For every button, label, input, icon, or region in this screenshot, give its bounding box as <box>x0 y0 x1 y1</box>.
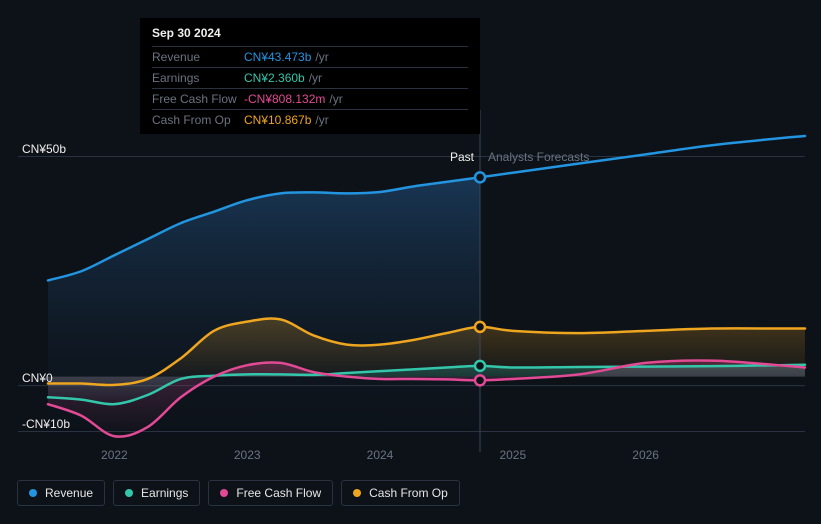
past-label: Past <box>450 150 474 164</box>
legend-dot-icon <box>220 489 228 497</box>
tooltip-metric-value: CN¥2.360b <box>244 71 305 85</box>
tooltip-metric-unit: /yr <box>309 71 322 85</box>
forecast-label: Analysts Forecasts <box>488 150 589 164</box>
legend-label: Cash From Op <box>369 486 448 500</box>
legend-item-fcf[interactable]: Free Cash Flow <box>208 480 333 506</box>
tooltip-metric-value: -CN¥808.132m <box>244 92 325 106</box>
y-tick-label: CN¥50b <box>22 142 66 156</box>
legend-dot-icon <box>29 489 37 497</box>
legend-item-revenue[interactable]: Revenue <box>17 480 105 506</box>
tooltip-metric-label: Earnings <box>152 71 244 85</box>
x-tick-label: 2026 <box>632 448 659 462</box>
tooltip-metric-value: CN¥10.867b <box>244 113 311 127</box>
legend-item-earnings[interactable]: Earnings <box>113 480 200 506</box>
x-tick-label: 2023 <box>234 448 261 462</box>
tooltip-metric-unit: /yr <box>329 92 342 106</box>
chart-legend: Revenue Earnings Free Cash Flow Cash From O… <box>17 480 460 506</box>
x-tick-label: 2025 <box>499 448 526 462</box>
legend-dot-icon <box>353 489 361 497</box>
y-tick-label: CN¥0 <box>22 371 53 385</box>
x-tick-label: 2022 <box>101 448 128 462</box>
x-tick-label: 2024 <box>367 448 394 462</box>
tooltip-metric-label: Free Cash Flow <box>152 92 244 106</box>
legend-dot-icon <box>125 489 133 497</box>
tooltip-row: Free Cash Flow-CN¥808.132m/yr <box>152 88 468 109</box>
tooltip-row: Cash From OpCN¥10.867b/yr <box>152 109 468 130</box>
tooltip-metric-value: CN¥43.473b <box>244 50 311 64</box>
legend-label: Free Cash Flow <box>236 486 321 500</box>
tooltip-metric-label: Revenue <box>152 50 244 64</box>
tooltip-metric-unit: /yr <box>315 50 328 64</box>
y-tick-label: -CN¥10b <box>22 417 70 431</box>
legend-label: Earnings <box>141 486 188 500</box>
tooltip-date: Sep 30 2024 <box>152 26 468 40</box>
tooltip-row: RevenueCN¥43.473b/yr <box>152 46 468 67</box>
legend-label: Revenue <box>45 486 93 500</box>
legend-item-cfo[interactable]: Cash From Op <box>341 480 460 506</box>
chart-tooltip: Sep 30 2024 RevenueCN¥43.473b/yrEarnings… <box>140 18 480 134</box>
tooltip-metric-unit: /yr <box>315 113 328 127</box>
tooltip-rows: RevenueCN¥43.473b/yrEarningsCN¥2.360b/yr… <box>152 46 468 130</box>
tooltip-metric-label: Cash From Op <box>152 113 244 127</box>
tooltip-row: EarningsCN¥2.360b/yr <box>152 67 468 88</box>
